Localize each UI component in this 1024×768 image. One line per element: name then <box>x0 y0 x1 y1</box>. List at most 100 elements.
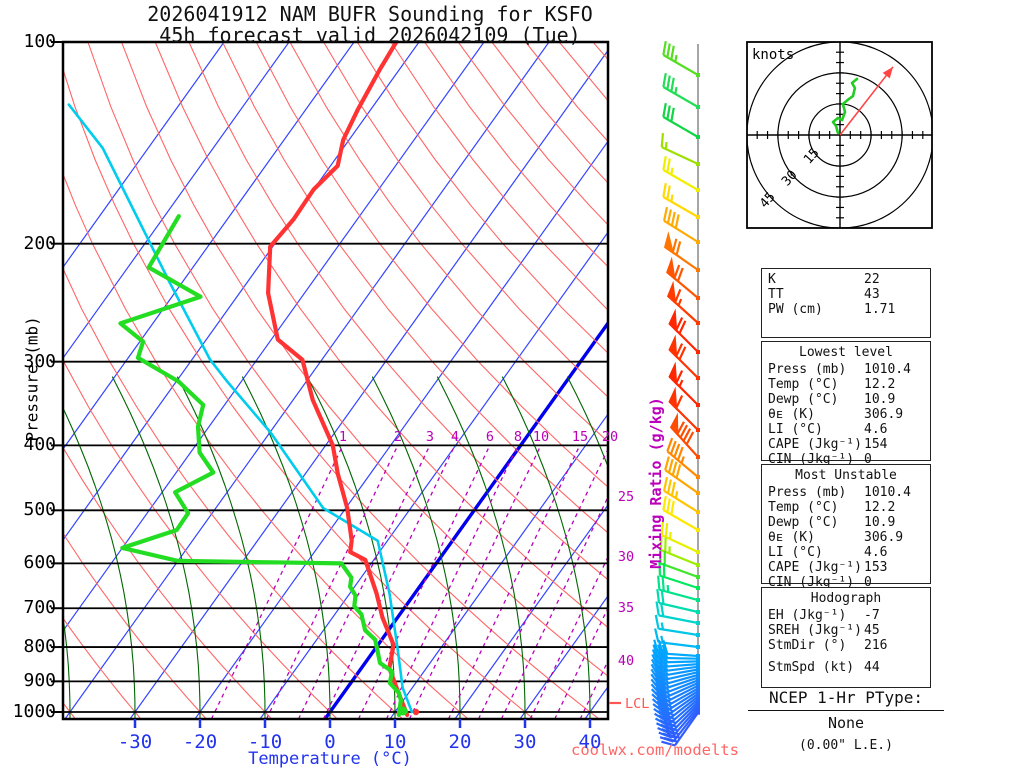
stats-row-value: 306.9 <box>864 530 904 545</box>
pressure-tick-label: 600 <box>23 552 56 574</box>
stats-row: CIN (Jkg⁻¹) 0 <box>768 575 930 590</box>
stats-row-label: PW (cm) <box>768 302 823 317</box>
stats-row: Dewp (°C) 10.9 <box>768 515 930 530</box>
stats-row-label: CAPE (Jkg⁻¹) <box>768 560 862 575</box>
stats-section-header: Most Unstable <box>795 468 897 483</box>
mixing-ratio-value-label: 30 <box>617 549 635 565</box>
mixing-ratio-value-label: 15 <box>571 429 589 445</box>
stats-row-label: StmSpd (kt) <box>768 660 855 675</box>
stats-row-value: 306.9 <box>864 407 904 422</box>
pressure-axis-label: Pressure (mb) <box>22 316 42 442</box>
stats-row-label: CIN (Jkg⁻¹) <box>768 575 855 590</box>
hodograph-units-label: knots <box>752 47 795 63</box>
stats-row-label: CAPE (Jkg⁻¹) <box>768 437 862 452</box>
stats-row-value: 10.9 <box>864 392 896 407</box>
temp-tick-label: 10 <box>383 731 407 753</box>
stats-row-value: 1010.4 <box>864 485 911 500</box>
lcl-label: LCL <box>625 696 650 712</box>
ptype-detail: (0.00" L.E.) <box>799 738 893 753</box>
temperature-axis-label: Temperature (°C) <box>248 749 412 768</box>
stats-row: CIN (Jkg⁻¹) 0 <box>768 452 930 467</box>
pressure-tick-label: 800 <box>23 636 56 658</box>
stats-row-value: -7 <box>864 608 880 623</box>
stats-row: StmDir (°) 216 <box>768 638 930 653</box>
stats-row-label: TT <box>768 287 784 302</box>
stats-row: LI (°C) 4.6 <box>768 545 930 560</box>
temp-tick-label: 0 <box>324 731 336 753</box>
stats-row: EH (Jkg⁻¹) -7 <box>768 608 930 623</box>
stats-row: SREH (Jkg⁻¹) 45 <box>768 623 930 638</box>
stats-row-value: 0 <box>864 575 872 590</box>
temp-tick-label: -30 <box>117 731 153 753</box>
mixing-ratio-value-label: 1 <box>338 429 348 445</box>
stats-row-value: 216 <box>864 638 888 653</box>
stats-row-label: θᴇ (K) <box>768 530 815 545</box>
stats-row: K 22 <box>768 272 930 287</box>
stats-row: StmSpd (kt) 44 <box>768 660 930 675</box>
mixing-ratio-value-label: 2 <box>393 429 403 445</box>
mixing-ratio-axis-label: Mixing Ratio (g/kg) <box>647 397 665 569</box>
mixing-ratio-value-label: 3 <box>425 429 435 445</box>
pressure-tick-label: 300 <box>23 350 56 372</box>
temp-tick-label: -10 <box>247 731 283 753</box>
pressure-tick-label: 100 <box>23 31 56 52</box>
pressure-tick-label: 700 <box>23 597 56 619</box>
stats-row-label: Temp (°C) <box>768 377 839 392</box>
stats-section-header: Hodograph <box>810 591 882 606</box>
chart-title-line1: 2026041912 NAM BUFR Sounding for KSFO <box>147 2 593 26</box>
mixing-ratio-value-label: 40 <box>617 653 635 669</box>
stats-row-label: CIN (Jkg⁻¹) <box>768 452 855 467</box>
stats-section: K 22 TT 43 PW (cm) 1.71 <box>761 268 931 338</box>
stats-row-value: 4.6 <box>864 422 888 437</box>
stats-row-value: 154 <box>864 437 888 452</box>
pressure-tick-label: 1000 <box>12 701 56 722</box>
temp-tick-label: 20 <box>448 731 472 753</box>
ptype-heading: NCEP 1-Hr PType: <box>748 688 944 711</box>
mixing-ratio-value-label: 35 <box>617 600 635 616</box>
ptype-value: None <box>827 714 865 732</box>
stats-row-label: Temp (°C) <box>768 500 839 515</box>
mixing-ratio-value-label: 25 <box>617 489 635 505</box>
stats-row: Dewp (°C) 10.9 <box>768 392 930 407</box>
stats-row-value: 1.71 <box>864 302 896 317</box>
stats-row: θᴇ (K) 306.9 <box>768 530 930 545</box>
stats-row: Press (mb) 1010.4 <box>768 485 930 500</box>
stats-row: Temp (°C) 12.2 <box>768 500 930 515</box>
stats-row-label: Dewp (°C) <box>768 392 839 407</box>
stats-section: Lowest level Press (mb) 1010.4 Temp (°C) 12.… <box>761 341 931 467</box>
pressure-tick-label: 500 <box>23 499 56 521</box>
stats-row: CAPE (Jkg⁻¹) 153 <box>768 560 930 575</box>
stats-row-value: 153 <box>864 560 888 575</box>
stats-row: Press (mb) 1010.4 <box>768 362 930 377</box>
stats-section: Hodograph EH (Jkg⁻¹) -7 SREH (Jkg⁻¹) 45 StmDi… <box>761 587 931 688</box>
stats-row-value: 22 <box>864 272 880 287</box>
stats-row-value: 44 <box>864 660 880 675</box>
stats-row: θᴇ (K) 306.9 <box>768 407 930 422</box>
stats-row-label: Press (mb) <box>768 485 847 500</box>
temp-tick-label: 40 <box>578 731 602 753</box>
mixing-ratio-value-label: 4 <box>450 429 460 445</box>
stats-row-value: 1010.4 <box>864 362 911 377</box>
stats-row-value: 0 <box>864 452 872 467</box>
stats-row-value: 12.2 <box>864 500 896 515</box>
stats-row-label: θᴇ (K) <box>768 407 815 422</box>
stats-row-value: 4.6 <box>864 545 888 560</box>
stats-row: LI (°C) 4.6 <box>768 422 930 437</box>
stats-row-label: K <box>768 272 776 287</box>
stats-row-label: LI (°C) <box>768 422 823 437</box>
stats-row-label: SREH (Jkg⁻¹) <box>768 623 862 638</box>
chart-title-line2: 45h forecast valid 2026042109 (Tue) <box>159 23 581 47</box>
pressure-tick-label: 400 <box>23 434 56 456</box>
stats-row-value: 10.9 <box>864 515 896 530</box>
mixing-ratio-value-label: 6 <box>485 429 495 445</box>
stats-row-label: LI (°C) <box>768 545 823 560</box>
stats-row-value: 12.2 <box>864 377 896 392</box>
stats-row: CAPE (Jkg⁻¹) 154 <box>768 437 930 452</box>
stats-row: TT 43 <box>768 287 930 302</box>
stats-section: Most Unstable Press (mb) 1010.4 Temp (°C) 12… <box>761 464 931 590</box>
watermark-link[interactable]: coolwx.com/modelts <box>571 741 739 759</box>
stats-row-label: StmDir (°) <box>768 638 847 653</box>
mixing-ratio-value-label: 8 <box>513 429 523 445</box>
